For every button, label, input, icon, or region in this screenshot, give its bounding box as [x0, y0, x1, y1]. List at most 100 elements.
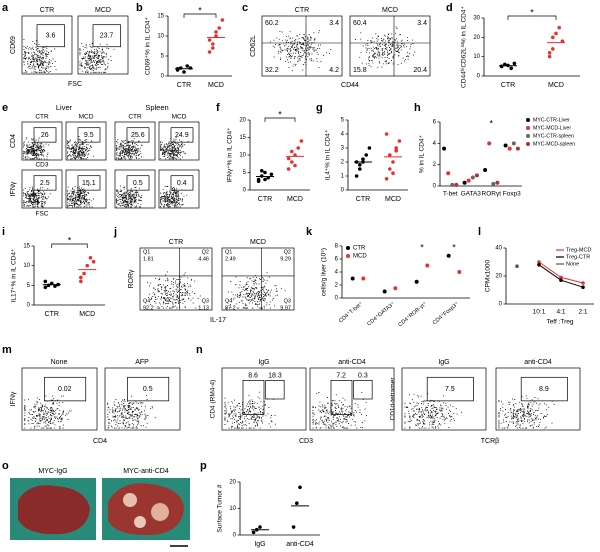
- event-dots: [67, 185, 94, 208]
- data-point: [391, 171, 395, 175]
- data-point: [491, 181, 496, 186]
- significance-bracket: [264, 117, 296, 122]
- legend-swatch: [526, 118, 530, 122]
- y-tick-label: 0: [477, 74, 481, 80]
- gate-value: 7.2: [336, 372, 346, 379]
- data-point: [358, 163, 362, 167]
- x-axis-label: CD4: [93, 438, 107, 445]
- liver-photo: [18, 485, 90, 535]
- y-tick-label: 6: [433, 120, 437, 126]
- y-tick-label: 8: [335, 244, 339, 250]
- y-tick-label: 15: [239, 135, 246, 141]
- data-point: [388, 167, 392, 171]
- y-tick-label: 10: [157, 34, 164, 40]
- data-point: [290, 149, 294, 154]
- data-point: [214, 30, 218, 34]
- y-tick-label: 0: [243, 188, 247, 194]
- x-axis-label: TCRβ: [481, 438, 499, 445]
- data-point: [260, 168, 264, 173]
- y-tick-label: 10: [473, 54, 480, 60]
- plot-title: MCD: [382, 7, 398, 14]
- data-point: [425, 263, 430, 268]
- significance-mark: *: [278, 109, 282, 119]
- data-point: [551, 47, 555, 51]
- y-axis-label: cells/g liver (10⁵): [321, 248, 328, 296]
- quadrant-name: Q1: [143, 249, 150, 255]
- panel-label: b: [136, 2, 143, 14]
- y-tick-label: 0: [27, 303, 31, 309]
- panel-label: g: [316, 102, 323, 114]
- photo-title: MYC-anti-CD4: [123, 468, 169, 475]
- y-tick-label: 3: [341, 146, 345, 152]
- plot-frame: [21, 15, 73, 75]
- event-dots: [404, 392, 463, 429]
- y-tick-label: 2: [341, 160, 345, 166]
- event-dots: [147, 271, 201, 309]
- x-axis-label: Teff :Treg: [546, 319, 573, 326]
- plot-frame: [158, 121, 200, 161]
- data-point: [557, 25, 561, 30]
- data-point: [79, 279, 83, 284]
- plot-frame: [495, 367, 581, 431]
- data-point: [450, 182, 455, 187]
- y-tick-label: 20: [239, 118, 246, 124]
- y-tick-label: 5: [27, 283, 31, 289]
- data-point: [299, 139, 304, 143]
- y-axis-label: CPMx1000: [485, 260, 492, 293]
- data-point: [499, 64, 504, 69]
- y-tick-label: 10: [229, 506, 236, 512]
- plot-title: MCD: [79, 114, 94, 121]
- y-axis-label: CD1d-tetramer: [390, 377, 397, 421]
- x-tick-label: CTR: [501, 82, 515, 89]
- x-tick-label: 2:1: [578, 309, 587, 316]
- quadrant-name: Q4: [225, 298, 232, 304]
- legend-label: MCD: [353, 254, 367, 260]
- gate: [353, 380, 373, 400]
- gate-value: 0.5: [133, 180, 143, 187]
- data-point: [88, 255, 93, 260]
- plot-frame: [309, 367, 395, 431]
- legend-label: MYC-CTR-spleen: [533, 133, 574, 139]
- data-point: [454, 182, 459, 187]
- legend-label: Treg-CTR: [566, 254, 590, 260]
- data-point: [361, 276, 366, 281]
- data-point: [483, 168, 488, 172]
- gate-value: 3.6: [46, 33, 56, 40]
- y-tick-label: 5: [243, 170, 247, 176]
- y-axis-label: CD69⁺% in IL CD4⁺: [145, 16, 152, 74]
- event-dots: [312, 391, 367, 429]
- data-point: [256, 179, 261, 184]
- gate-value: 8.6: [248, 372, 258, 379]
- data-point: [384, 177, 389, 181]
- y-tick-label: 0: [233, 533, 237, 539]
- gate-value: 2.5: [40, 180, 50, 187]
- event-dots: [23, 38, 57, 73]
- y-tick-label: 5: [161, 54, 165, 60]
- x-tick-label: CTR: [45, 311, 59, 318]
- gate-value: 4.46: [198, 256, 209, 262]
- x-tick-label: CD4⁺Foxp3⁺: [431, 300, 460, 326]
- data-point: [466, 178, 471, 183]
- quadrant-name: Q4: [143, 298, 150, 304]
- y-axis-label: CD62L: [250, 35, 257, 57]
- data-point: [474, 173, 479, 178]
- data-point: [258, 525, 262, 529]
- gate: [77, 127, 101, 143]
- series-line: [538, 261, 584, 284]
- y-axis-label: IL17⁺% in IL CD4⁺: [11, 248, 18, 303]
- gate-value: 3.4: [329, 20, 339, 27]
- gate-value: 1.81: [143, 256, 154, 262]
- plot-title: CTR: [40, 7, 54, 14]
- event-dots: [23, 186, 51, 208]
- data-point: [263, 170, 267, 175]
- data-point: [43, 285, 48, 290]
- legend-label: Treg-MCD: [566, 247, 591, 253]
- gate-value: 2.49: [225, 256, 236, 262]
- gate: [170, 127, 194, 143]
- data-point: [509, 66, 513, 71]
- data-point: [512, 61, 517, 66]
- data-point: [361, 157, 365, 161]
- data-point: [46, 283, 51, 288]
- legend-label: CTR: [353, 246, 366, 252]
- plot-title: anti-CD4: [338, 359, 366, 366]
